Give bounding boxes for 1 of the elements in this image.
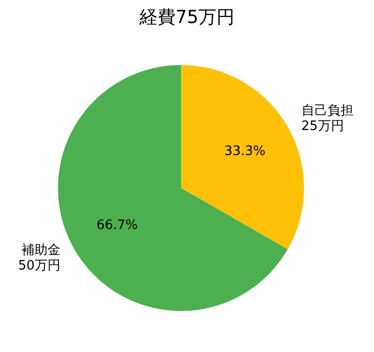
title: 経費75万円 xyxy=(140,6,234,28)
